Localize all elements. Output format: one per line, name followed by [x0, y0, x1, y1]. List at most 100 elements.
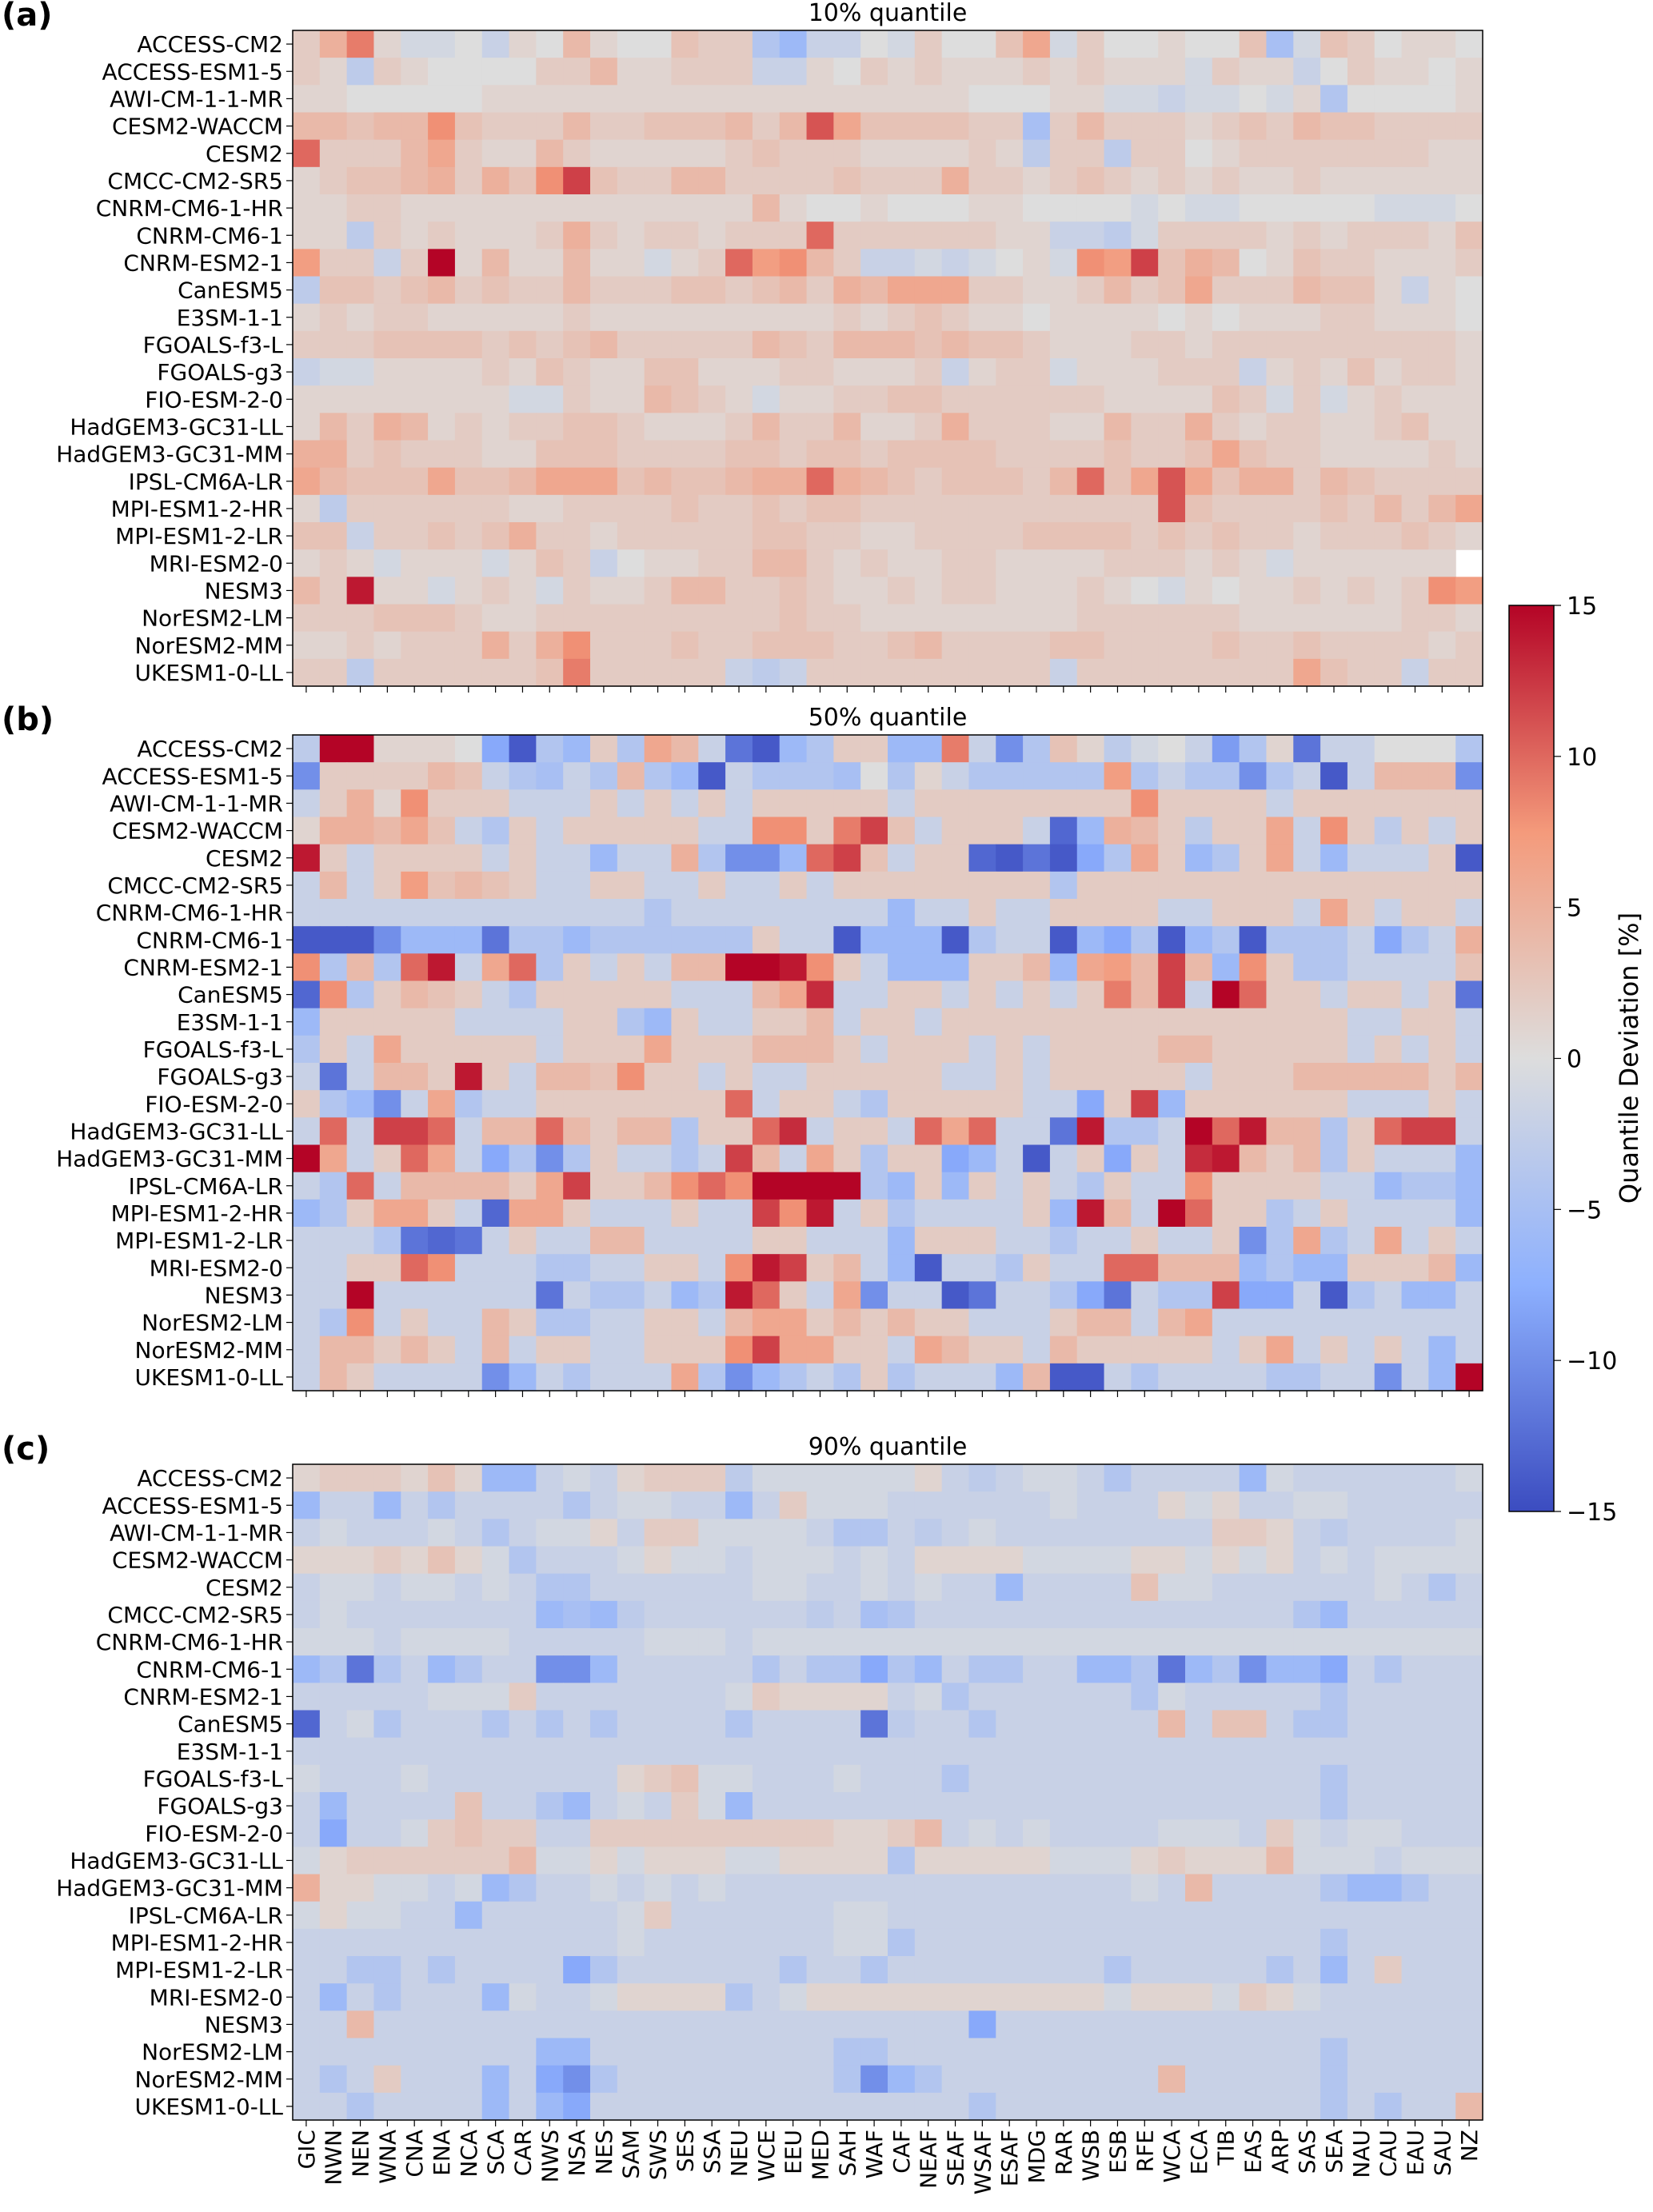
heatmap-cell — [319, 1519, 348, 1547]
heatmap-cell — [833, 1227, 861, 1255]
heatmap-cell — [644, 549, 673, 577]
heatmap-cell — [779, 276, 808, 305]
heatmap-cell — [1266, 222, 1294, 250]
heatmap-cell — [1023, 1573, 1051, 1602]
heatmap-cell — [536, 1254, 564, 1282]
heatmap-cell — [1049, 139, 1078, 168]
heatmap-cell — [1104, 1600, 1132, 1629]
heatmap-cell — [509, 2092, 537, 2121]
heatmap-cell — [779, 1901, 808, 1930]
heatmap-cell — [346, 1710, 375, 1739]
heatmap-cell — [888, 1628, 916, 1656]
heatmap-cell — [509, 953, 537, 982]
heatmap-cell — [563, 1628, 591, 1656]
heatmap-cell — [293, 658, 321, 687]
heatmap-cell — [481, 658, 510, 687]
heatmap-cell — [1076, 871, 1105, 900]
heatmap-cell — [1076, 899, 1105, 927]
heatmap-cell — [806, 58, 834, 86]
heatmap-cell — [1185, 953, 1213, 982]
heatmap-cell — [968, 330, 996, 359]
heatmap-cell — [725, 330, 753, 359]
heatmap-cell — [1158, 1847, 1186, 1875]
heatmap-cell — [1212, 926, 1240, 954]
heatmap-cell — [644, 358, 673, 386]
heatmap-cell — [698, 1573, 726, 1602]
heatmap-cell — [617, 58, 645, 86]
heatmap-cell — [644, 1928, 673, 1957]
heatmap-cell — [1320, 1117, 1348, 1146]
heatmap-cell — [1239, 577, 1268, 605]
heatmap-cell — [725, 871, 753, 900]
heatmap-cell — [698, 1928, 726, 1957]
model-tick-label: E3SM-1-1 — [177, 1739, 283, 1765]
heatmap-cell — [1131, 1792, 1159, 1820]
heatmap-cell — [860, 1737, 888, 1766]
heatmap-cell — [1212, 735, 1240, 763]
heatmap-cell — [617, 1308, 645, 1337]
heatmap-cell — [1374, 1546, 1403, 1575]
heatmap-cell — [1104, 953, 1132, 982]
heatmap-cell — [1320, 440, 1348, 469]
heatmap-cell — [509, 413, 537, 441]
heatmap-cell — [779, 139, 808, 168]
heatmap-cell — [725, 1063, 753, 1091]
heatmap-cell — [725, 658, 753, 687]
heatmap-cell — [833, 85, 861, 114]
heatmap-cell — [590, 1628, 618, 1656]
heatmap-cell — [1401, 1737, 1429, 1766]
heatmap-cell — [1455, 953, 1483, 982]
heatmap-cell — [373, 330, 401, 359]
heatmap-cell — [996, 658, 1024, 687]
heatmap-cell — [428, 2010, 456, 2039]
heatmap-cell — [319, 385, 348, 413]
heatmap-cell — [590, 358, 618, 386]
heatmap-cell — [293, 330, 321, 359]
heatmap-cell — [1131, 522, 1159, 550]
heatmap-cell — [509, 112, 537, 141]
heatmap-cell — [1293, 1956, 1321, 1984]
heatmap-cell — [346, 2010, 375, 2039]
heatmap-cell — [319, 1227, 348, 1255]
heatmap-cell — [806, 1764, 834, 1793]
heatmap-cell — [293, 1956, 321, 1984]
heatmap-cell — [806, 276, 834, 305]
heatmap-cell — [1049, 1227, 1078, 1255]
heatmap-cell — [319, 953, 348, 982]
heatmap-cell — [833, 789, 861, 818]
heatmap-cell — [536, 789, 564, 818]
heatmap-cell — [941, 953, 970, 982]
heatmap-cell — [1076, 1227, 1105, 1255]
heatmap-cell — [1455, 871, 1483, 900]
heatmap-cell — [888, 249, 916, 277]
heatmap-cell — [293, 303, 321, 332]
model-tick-label: CanESM5 — [178, 277, 283, 304]
heatmap-cell — [1131, 358, 1159, 386]
heatmap-cell — [1185, 817, 1213, 845]
heatmap-cell — [1076, 1683, 1105, 1711]
heatmap-cell — [1131, 1600, 1159, 1629]
heatmap-cell — [860, 1546, 888, 1575]
heatmap-cell — [428, 1519, 456, 1547]
heatmap-cell — [428, 817, 456, 845]
heatmap-cell — [1104, 577, 1132, 605]
heatmap-cell — [833, 1519, 861, 1547]
heatmap-cell — [914, 1847, 943, 1875]
heatmap-cell — [1347, 1573, 1376, 1602]
heatmap-cell — [833, 1117, 861, 1146]
heatmap-cell — [1455, 1227, 1483, 1255]
heatmap-cell — [698, 1600, 726, 1629]
heatmap-cell — [914, 467, 943, 496]
heatmap-cell — [293, 953, 321, 982]
heatmap-cell — [1212, 980, 1240, 1009]
heatmap-cell — [860, 735, 888, 763]
heatmap-cell — [1374, 899, 1403, 927]
heatmap-cell — [563, 735, 591, 763]
heatmap-cell — [401, 980, 429, 1009]
heatmap-cell — [1212, 899, 1240, 927]
heatmap-cell — [671, 1363, 699, 1391]
heatmap-cell — [319, 1847, 348, 1875]
heatmap-cell — [590, 1600, 618, 1629]
heatmap-cell — [590, 1928, 618, 1957]
heatmap-cell — [860, 1655, 888, 1683]
